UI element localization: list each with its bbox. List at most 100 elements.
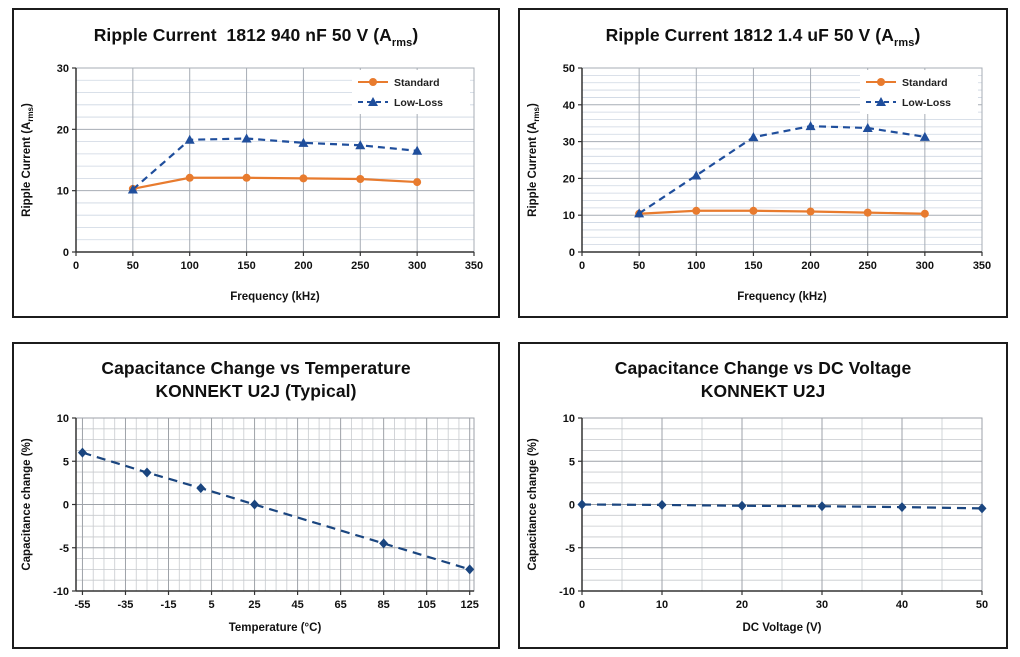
- svg-text:-55: -55: [75, 599, 91, 611]
- chart-cap-vs-dc-voltage: 0 10 20 30 40 50 -10 -5 0 5 10 DC Voltage (V) Capaci…: [527, 413, 988, 634]
- title-suffix: ): [412, 25, 419, 45]
- series-standard: [635, 206, 929, 218]
- svg-text:30: 30: [563, 137, 575, 149]
- svg-text:10: 10: [57, 413, 69, 425]
- svg-text:5: 5: [569, 456, 575, 468]
- svg-text:300: 300: [916, 260, 934, 272]
- svg-text:150: 150: [744, 260, 762, 272]
- series-low-loss: [634, 121, 930, 218]
- x-axis: -55 -35 -15 5 25 45 65 85 105 125: [75, 591, 479, 611]
- chart-ripple-940nf: 0 50 100 150 200 250 300 350 0 10 20 30 Frequency (k…: [21, 63, 483, 303]
- svg-text:Low-Loss: Low-Loss: [902, 97, 951, 109]
- y-axis: -10 -5 0 5 10: [53, 413, 76, 598]
- y-axis-label: Capacitance change (%): [21, 438, 33, 570]
- svg-text:-10: -10: [559, 586, 575, 598]
- x-axis: 0 50 100 150 200 250 300 350: [579, 252, 991, 272]
- chart-ripple-1p4uf: 0 50 100 150 200 250 300 350 0 10 20 30 40 50 Frequenc…: [527, 63, 991, 303]
- svg-text:20: 20: [57, 124, 69, 136]
- svg-text:250: 250: [859, 260, 877, 272]
- svg-text:0: 0: [63, 247, 69, 259]
- title-line1: Capacitance Change vs DC Voltage: [614, 358, 912, 378]
- svg-text:10: 10: [563, 210, 575, 222]
- svg-text:10: 10: [656, 599, 668, 611]
- svg-text:-5: -5: [565, 543, 575, 555]
- axes: [581, 68, 982, 253]
- svg-text:-15: -15: [161, 599, 177, 611]
- svg-text:300: 300: [408, 260, 426, 272]
- panel-cap-vs-temperature: Capacitance Change vs Temperature KONNEK…: [12, 342, 500, 649]
- svg-text:5: 5: [208, 599, 214, 611]
- y-axis-label: Capacitance change (%): [527, 438, 539, 570]
- y-axis-label: Ripple Current (Arms): [527, 103, 541, 217]
- svg-text:Standard: Standard: [394, 77, 440, 89]
- series-u2j: [577, 499, 987, 514]
- svg-text:0: 0: [569, 500, 575, 512]
- title-text: Ripple Current 1812 940 nF 50 V (A: [93, 25, 392, 45]
- title-line2: KONNEKT U2J: [700, 381, 826, 401]
- svg-text:0: 0: [579, 599, 585, 611]
- title-suffix: ): [914, 25, 921, 45]
- svg-text:50: 50: [563, 63, 575, 75]
- y-axis: 0 10 20 30 40 50: [563, 63, 582, 259]
- svg-text:85: 85: [378, 599, 390, 611]
- svg-text:20: 20: [563, 173, 575, 185]
- panel-ripple-1p4uf: Ripple Current 1812 1.4 uF 50 V (Arms) 0…: [518, 8, 1008, 318]
- svg-text:10: 10: [563, 413, 575, 425]
- svg-text:200: 200: [294, 260, 312, 272]
- y-axis: 0 10 20 30: [57, 63, 76, 259]
- x-axis-label: Frequency (kHz): [230, 291, 320, 303]
- svg-text:-10: -10: [53, 586, 69, 598]
- title-line1: Capacitance Change vs Temperature: [101, 358, 411, 378]
- chart-title-cap-vs-temperature: Capacitance Change vs Temperature KONNEK…: [14, 344, 498, 410]
- series-standard: [128, 173, 422, 193]
- series-low-loss: [127, 133, 423, 194]
- y-axis-label: Ripple Current (Arms): [21, 103, 35, 217]
- svg-text:100: 100: [687, 260, 705, 272]
- panel-ripple-940nf: Ripple Current 1812 940 nF 50 V (Arms) 0…: [12, 8, 500, 318]
- y-axis: -10 -5 0 5 10: [559, 413, 582, 598]
- x-axis-label: DC Voltage (V): [742, 622, 821, 634]
- svg-text:350: 350: [465, 260, 483, 272]
- title-subscript: rms: [893, 37, 915, 49]
- legend: Standard Low-Loss: [352, 70, 470, 114]
- chart-title-cap-vs-dc-voltage: Capacitance Change vs DC Voltage KONNEKT…: [520, 344, 1006, 410]
- svg-text:-5: -5: [59, 543, 69, 555]
- svg-text:105: 105: [417, 599, 435, 611]
- svg-text:350: 350: [973, 260, 991, 272]
- title-text: Ripple Current 1812 1.4 uF 50 V (A: [605, 25, 894, 45]
- chart-title-ripple-940nf: Ripple Current 1812 940 nF 50 V (Arms): [14, 10, 498, 54]
- svg-text:0: 0: [569, 247, 575, 259]
- x-axis-label: Frequency (kHz): [737, 291, 827, 303]
- series-u2j-typical: [77, 447, 475, 575]
- svg-text:25: 25: [248, 599, 260, 611]
- axes: [75, 68, 474, 253]
- svg-text:50: 50: [127, 260, 139, 272]
- svg-text:150: 150: [237, 260, 255, 272]
- svg-text:0: 0: [579, 260, 585, 272]
- svg-text:0: 0: [73, 260, 79, 272]
- svg-text:30: 30: [57, 63, 69, 75]
- svg-text:0: 0: [63, 500, 69, 512]
- svg-text:45: 45: [291, 599, 303, 611]
- svg-text:50: 50: [976, 599, 988, 611]
- legend: Standard Low-Loss: [860, 70, 978, 114]
- svg-text:Low-Loss: Low-Loss: [394, 97, 443, 109]
- svg-text:20: 20: [736, 599, 748, 611]
- x-axis: 0 10 20 30 40 50: [579, 591, 988, 611]
- svg-text:250: 250: [351, 260, 369, 272]
- chart-cap-vs-temperature: -55 -35 -15 5 25 45 65 85 105 125 -10 -5 0 5 10 Tempera…: [21, 413, 479, 634]
- title-line2: KONNEKT U2J (Typical): [155, 381, 357, 401]
- x-axis-label: Temperature (°C): [229, 622, 322, 634]
- svg-text:125: 125: [461, 599, 479, 611]
- gridlines: [76, 417, 474, 592]
- svg-text:30: 30: [816, 599, 828, 611]
- svg-text:40: 40: [563, 100, 575, 112]
- svg-text:200: 200: [801, 260, 819, 272]
- svg-text:5: 5: [63, 456, 69, 468]
- svg-text:10: 10: [57, 186, 69, 198]
- title-subscript: rms: [391, 37, 413, 49]
- svg-text:65: 65: [334, 599, 346, 611]
- svg-text:Standard: Standard: [902, 77, 948, 89]
- panel-cap-vs-dc-voltage: Capacitance Change vs DC Voltage KONNEKT…: [518, 342, 1008, 649]
